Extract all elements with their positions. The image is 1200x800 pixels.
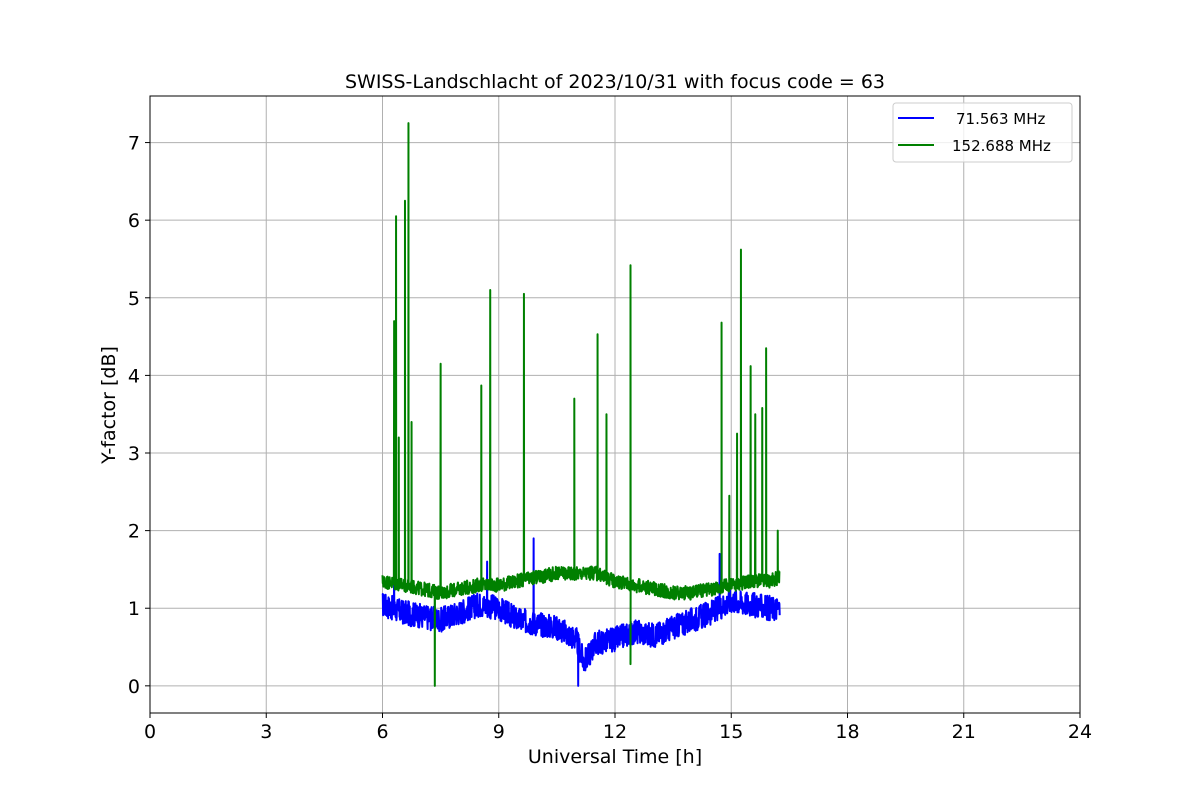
y-tick-label: 5 bbox=[128, 288, 140, 310]
x-tick-label: 6 bbox=[376, 721, 388, 743]
x-tick-label: 21 bbox=[952, 721, 976, 743]
legend-box bbox=[892, 102, 1073, 163]
x-tick-label: 9 bbox=[493, 721, 505, 743]
plot-area bbox=[381, 122, 781, 687]
series-line-2 bbox=[381, 122, 781, 687]
legend-label-series-2: 152.688 MHz bbox=[952, 137, 1051, 155]
x-axis-label: Universal Time [h] bbox=[528, 746, 702, 768]
legend-label-series-1: 71.563 MHz bbox=[956, 110, 1045, 128]
x-tick-label: 24 bbox=[1068, 721, 1092, 743]
y-tick-label: 7 bbox=[128, 133, 140, 155]
x-tick-label: 18 bbox=[835, 721, 859, 743]
chart-title: SWISS-Landschlacht of 2023/10/31 with fo… bbox=[345, 71, 885, 93]
x-tick-label: 3 bbox=[260, 721, 272, 743]
y-tick-label: 4 bbox=[128, 365, 140, 387]
series-line-1 bbox=[381, 537, 781, 687]
x-axis-ticks: 0 3 6 9 12 15 18 21 24 bbox=[144, 713, 1092, 743]
y-tick-label: 2 bbox=[128, 521, 140, 543]
x-tick-label: 12 bbox=[603, 721, 627, 743]
x-tick-label: 15 bbox=[719, 721, 743, 743]
y-tick-label: 1 bbox=[128, 598, 140, 620]
y-tick-label: 6 bbox=[128, 210, 140, 232]
y-axis-ticks: 0 1 2 3 4 5 6 7 bbox=[128, 133, 150, 698]
x-tick-label: 0 bbox=[144, 721, 156, 743]
legend: 71.563 MHz 152.688 MHz bbox=[892, 102, 1073, 163]
y-tick-label: 3 bbox=[128, 443, 140, 465]
y-tick-label: 0 bbox=[128, 676, 140, 698]
y-axis-label: Y-factor [dB] bbox=[98, 346, 120, 465]
